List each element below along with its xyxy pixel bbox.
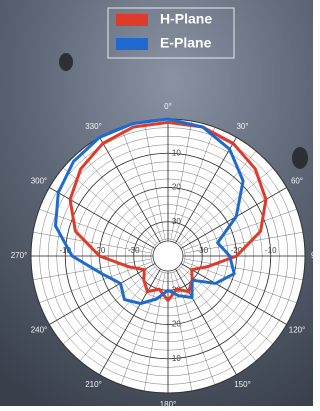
r-tick-label: -20 [169,183,181,192]
screw [59,53,73,71]
theta-tick-label: 300° [31,177,48,186]
r-tick-label: -10 [265,246,277,255]
theta-tick-label: 90° [311,251,313,260]
r-tick-label: -30 [128,246,140,255]
theta-tick-label: 270° [11,251,28,260]
theta-tick-label: 60° [291,177,303,186]
theta-tick-label: 210° [85,380,102,389]
theta-tick-label: 30° [236,122,248,131]
theta-tick-label: 0° [164,102,172,111]
theta-tick-label: 240° [31,326,48,335]
legend-swatch [116,38,148,50]
r-tick-label: -30 [196,246,208,255]
page: {"chart_data": {"type": "polar", "theta"… [0,0,313,406]
r-tick-label: -30 [169,217,181,226]
r-tick-label: -20 [169,320,181,329]
r-tick-label: -10 [169,148,181,157]
chart: -10-10-10-10-20-20-20-20-30-30-30-300°30… [0,0,313,406]
center-hole [153,241,183,271]
theta-tick-label: 180° [160,400,177,406]
theta-tick-label: 120° [289,326,306,335]
legend-swatch [116,14,148,26]
theta-tick-label: 330° [85,122,102,131]
legend-label: E-Plane [160,35,212,51]
screw [292,147,308,169]
r-tick-label: -10 [169,354,181,363]
legend-label: H-Plane [160,11,212,27]
theta-tick-label: 150° [234,380,251,389]
